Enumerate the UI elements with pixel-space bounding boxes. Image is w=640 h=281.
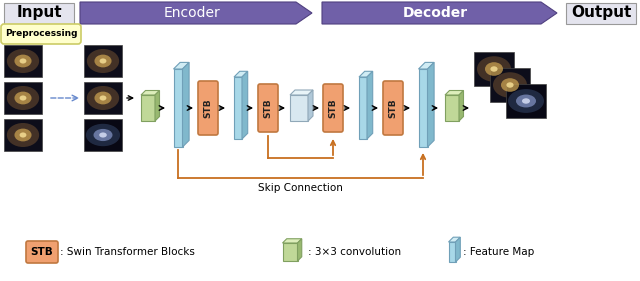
Text: : Feature Map: : Feature Map [463,247,534,257]
Text: STB: STB [328,98,337,118]
Polygon shape [449,237,460,242]
Polygon shape [80,2,312,24]
Text: Skip Connection: Skip Connection [257,183,342,193]
Ellipse shape [20,96,26,101]
Ellipse shape [15,92,31,105]
Ellipse shape [477,56,511,82]
Bar [84,45,122,77]
Ellipse shape [7,86,39,110]
FancyBboxPatch shape [323,84,343,132]
Text: : Swin Transformer Blocks: : Swin Transformer Blocks [60,247,195,257]
Text: STB: STB [264,98,273,118]
Bar [474,52,514,86]
Polygon shape [367,71,372,139]
Ellipse shape [86,124,120,146]
Ellipse shape [485,62,503,76]
Ellipse shape [95,55,111,67]
Ellipse shape [100,58,106,64]
Polygon shape [141,95,155,121]
Ellipse shape [95,92,111,105]
FancyBboxPatch shape [198,81,218,135]
Polygon shape [282,239,301,243]
Ellipse shape [20,132,26,138]
FancyBboxPatch shape [26,241,58,263]
FancyBboxPatch shape [258,84,278,132]
Bar [84,82,122,114]
Ellipse shape [493,72,527,98]
Bar [506,84,546,118]
Ellipse shape [87,86,119,110]
Polygon shape [282,243,298,261]
Polygon shape [322,2,557,24]
Ellipse shape [7,123,39,147]
FancyBboxPatch shape [4,3,74,24]
Polygon shape [308,90,313,121]
Ellipse shape [7,49,39,73]
Polygon shape [419,62,434,69]
Ellipse shape [15,129,31,141]
Polygon shape [445,95,459,121]
Bar [490,68,530,102]
Polygon shape [459,90,463,121]
Text: Decoder: Decoder [403,6,468,20]
Polygon shape [445,90,463,95]
Polygon shape [242,71,248,139]
Bar [4,45,42,77]
Bar [4,82,42,114]
Ellipse shape [100,96,106,101]
Polygon shape [359,71,372,77]
Ellipse shape [93,129,113,141]
Polygon shape [449,242,456,262]
Polygon shape [182,62,189,147]
Ellipse shape [501,78,519,92]
Ellipse shape [87,49,119,73]
Polygon shape [290,90,313,95]
Ellipse shape [508,89,544,113]
Bar [4,119,42,151]
Ellipse shape [20,58,26,64]
Polygon shape [290,95,308,121]
Text: Preprocessing: Preprocessing [4,30,77,38]
Ellipse shape [506,82,514,88]
Polygon shape [456,237,460,262]
Polygon shape [298,239,301,261]
Ellipse shape [516,94,536,107]
Text: Input: Input [16,6,62,21]
Polygon shape [141,90,159,95]
Polygon shape [173,69,182,147]
Text: STB: STB [31,247,53,257]
Polygon shape [155,90,159,121]
Polygon shape [234,71,248,77]
Bar [84,119,122,151]
Text: STB: STB [204,98,212,118]
Text: Encoder: Encoder [164,6,220,20]
Ellipse shape [99,132,107,138]
Ellipse shape [522,98,530,104]
Ellipse shape [490,66,498,72]
FancyBboxPatch shape [566,3,636,24]
Polygon shape [428,62,434,147]
Text: : 3×3 convolution: : 3×3 convolution [308,247,401,257]
Polygon shape [419,69,428,147]
Polygon shape [359,77,367,139]
Polygon shape [173,62,189,69]
Text: Output: Output [571,6,631,21]
Polygon shape [234,77,242,139]
FancyBboxPatch shape [383,81,403,135]
Text: STB: STB [388,98,397,118]
Ellipse shape [15,55,31,67]
FancyBboxPatch shape [1,24,81,44]
